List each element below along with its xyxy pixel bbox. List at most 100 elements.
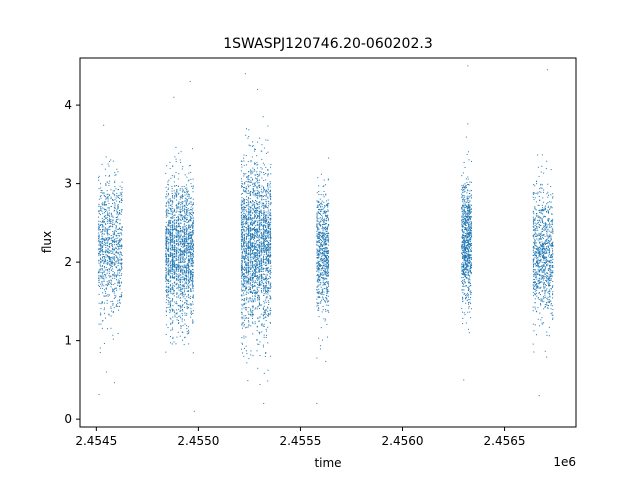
- data-point: [117, 252, 119, 254]
- data-point: [263, 220, 265, 222]
- data-point: [116, 192, 118, 194]
- data-point: [109, 222, 111, 224]
- data-point: [192, 223, 194, 225]
- data-point: [265, 352, 267, 353]
- data-point: [98, 249, 100, 251]
- data-point: [269, 322, 271, 323]
- data-point: [263, 205, 265, 207]
- data-point: [249, 291, 251, 292]
- data-point: [176, 253, 178, 255]
- data-point: [170, 247, 172, 249]
- data-point: [192, 226, 194, 228]
- data-point: [191, 214, 193, 216]
- data-point: [175, 171, 177, 173]
- data-point: [176, 249, 178, 251]
- data-point: [268, 226, 270, 228]
- data-point: [105, 227, 107, 229]
- data-point: [167, 248, 169, 250]
- data-point: [105, 217, 107, 219]
- data-point: [119, 197, 121, 199]
- data-point: [247, 268, 249, 270]
- data-point: [169, 317, 171, 319]
- data-point: [173, 208, 175, 210]
- data-point: [267, 255, 269, 257]
- data-point: [172, 165, 174, 167]
- data-point: [105, 252, 107, 254]
- data-point: [168, 264, 170, 266]
- data-point: [241, 214, 243, 216]
- data-point: [183, 285, 185, 287]
- data-point: [244, 303, 246, 305]
- data-point: [265, 189, 267, 191]
- data-point: [169, 221, 171, 223]
- data-point: [182, 276, 184, 278]
- data-point: [185, 239, 187, 241]
- data-point: [249, 287, 251, 289]
- data-point: [241, 222, 243, 224]
- data-point: [178, 275, 180, 277]
- data-point: [172, 305, 174, 307]
- data-point: [247, 196, 249, 198]
- data-point: [240, 215, 242, 217]
- data-point: [103, 253, 105, 255]
- data-point: [103, 280, 105, 282]
- data-point: [263, 210, 265, 212]
- data-point: [181, 241, 183, 243]
- data-point: [184, 273, 186, 275]
- data-point: [179, 248, 181, 250]
- data-point: [175, 249, 177, 251]
- data-point: [184, 197, 186, 199]
- data-point: [101, 203, 103, 205]
- data-point: [108, 233, 110, 235]
- data-point: [117, 282, 119, 284]
- data-point: [261, 251, 263, 253]
- data-point: [269, 184, 271, 186]
- data-point: [244, 182, 246, 184]
- data-point: [247, 171, 249, 173]
- data-point: [115, 262, 117, 264]
- data-point: [258, 254, 260, 256]
- data-point: [114, 264, 116, 266]
- data-point: [260, 231, 262, 233]
- data-point: [101, 246, 103, 248]
- data-point: [110, 280, 112, 282]
- data-point: [112, 225, 114, 227]
- data-point: [116, 213, 118, 215]
- data-point: [121, 195, 123, 197]
- data-point: [258, 264, 260, 266]
- data-point: [258, 213, 260, 215]
- data-point: [243, 324, 245, 326]
- data-point: [263, 236, 265, 238]
- data-point: [246, 276, 248, 278]
- data-point: [103, 240, 105, 242]
- data-point: [261, 242, 263, 244]
- data-point: [243, 175, 245, 177]
- data-point: [179, 210, 181, 212]
- data-point: [179, 254, 181, 256]
- data-point: [172, 247, 174, 249]
- data-point: [269, 190, 271, 192]
- data-point: [186, 296, 188, 298]
- data-point: [166, 279, 168, 281]
- data-point: [176, 230, 178, 232]
- data-point: [241, 258, 243, 260]
- data-point: [243, 236, 245, 238]
- data-point: [247, 247, 249, 249]
- data-point: [248, 247, 250, 249]
- data-point: [265, 334, 267, 336]
- data-point: [176, 236, 178, 238]
- data-point: [247, 257, 249, 259]
- data-point: [263, 295, 265, 296]
- data-point: [243, 173, 245, 175]
- data-point: [256, 249, 258, 251]
- data-point: [172, 221, 174, 223]
- data-point: [98, 236, 100, 238]
- data-point: [256, 167, 258, 169]
- data-point: [253, 246, 255, 248]
- data-point: [192, 256, 194, 258]
- data-point: [264, 312, 266, 314]
- data-point: [259, 304, 261, 306]
- data-point: [102, 229, 104, 231]
- data-point: [249, 211, 251, 213]
- data-point: [241, 342, 243, 344]
